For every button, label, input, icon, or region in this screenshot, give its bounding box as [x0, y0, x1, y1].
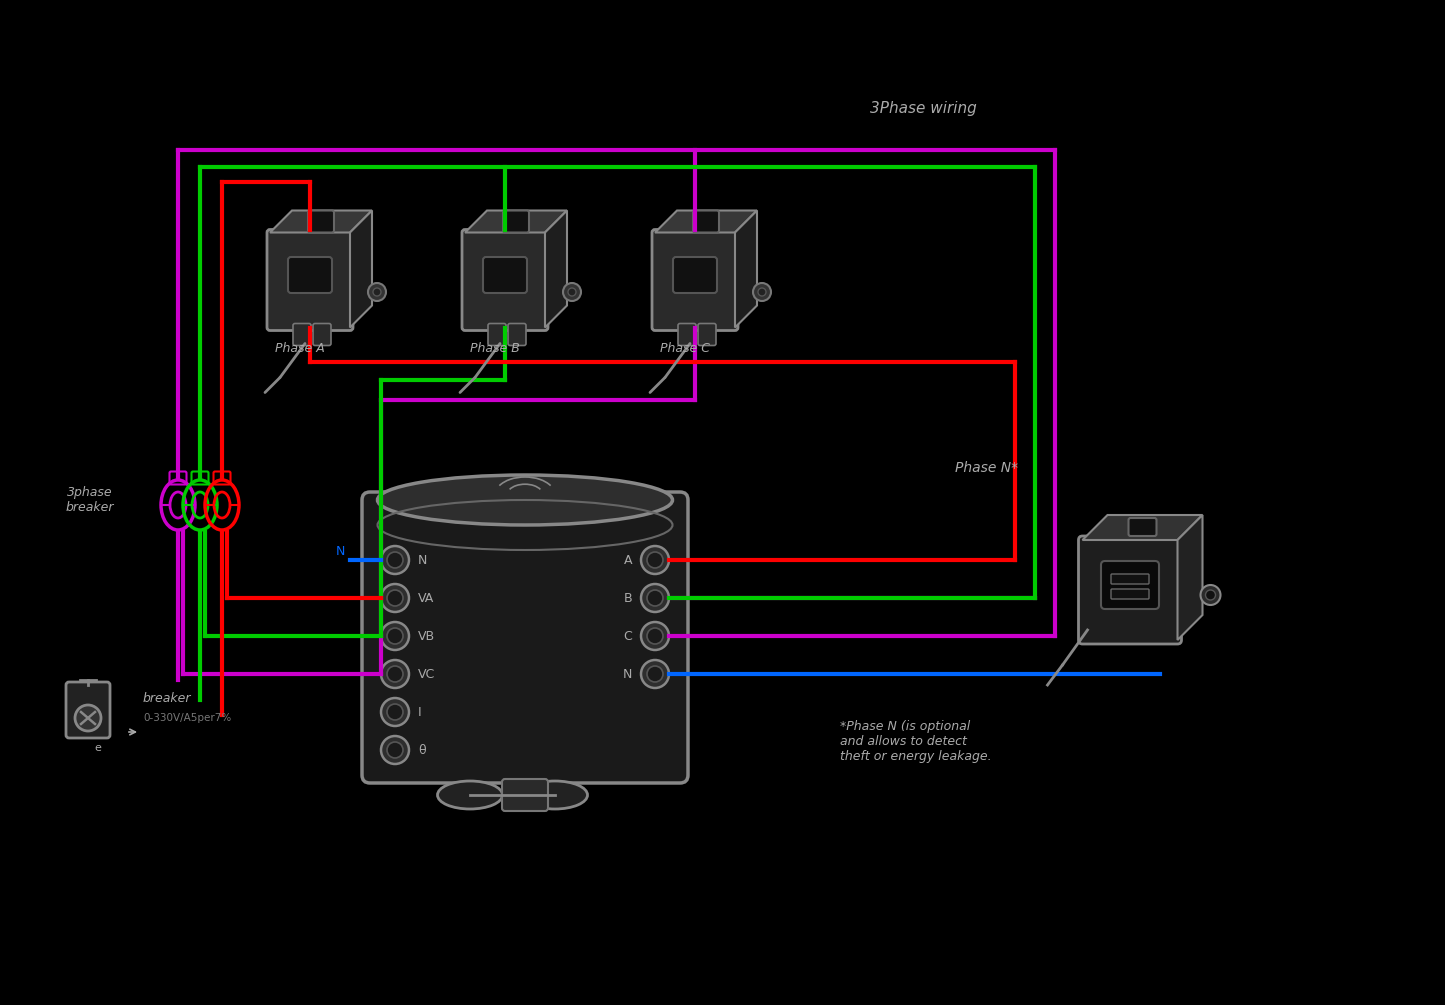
FancyBboxPatch shape	[694, 210, 720, 232]
FancyBboxPatch shape	[1111, 574, 1149, 584]
Circle shape	[647, 628, 663, 644]
FancyBboxPatch shape	[66, 682, 110, 738]
Polygon shape	[1082, 515, 1202, 540]
Circle shape	[373, 288, 381, 296]
Text: C: C	[623, 629, 631, 642]
FancyBboxPatch shape	[1078, 536, 1182, 644]
Ellipse shape	[438, 781, 503, 809]
Polygon shape	[1178, 515, 1202, 640]
Ellipse shape	[377, 475, 672, 525]
Text: Phase N*: Phase N*	[955, 461, 1019, 475]
Circle shape	[568, 288, 577, 296]
Circle shape	[753, 283, 772, 302]
Circle shape	[381, 698, 409, 726]
Circle shape	[647, 666, 663, 682]
Text: N: N	[418, 554, 428, 567]
Text: θ: θ	[418, 744, 426, 757]
FancyBboxPatch shape	[363, 492, 688, 783]
Circle shape	[1201, 585, 1221, 605]
Circle shape	[387, 628, 403, 644]
Text: VA: VA	[418, 592, 435, 604]
Text: I: I	[418, 706, 422, 719]
FancyBboxPatch shape	[509, 324, 526, 346]
Circle shape	[647, 590, 663, 606]
Circle shape	[642, 660, 669, 688]
Circle shape	[381, 546, 409, 574]
Circle shape	[368, 283, 386, 302]
Circle shape	[647, 552, 663, 568]
FancyBboxPatch shape	[462, 229, 548, 331]
FancyBboxPatch shape	[1101, 561, 1159, 609]
Text: *Phase N (is optional
and allows to detect
theft or energy leakage.: *Phase N (is optional and allows to dete…	[840, 720, 991, 763]
Circle shape	[387, 666, 403, 682]
FancyBboxPatch shape	[1129, 518, 1156, 536]
FancyBboxPatch shape	[652, 229, 738, 331]
Text: A: A	[623, 554, 631, 567]
Circle shape	[387, 742, 403, 758]
FancyBboxPatch shape	[1111, 589, 1149, 599]
FancyBboxPatch shape	[288, 257, 332, 293]
Polygon shape	[736, 210, 757, 328]
Text: N: N	[623, 667, 631, 680]
Circle shape	[381, 660, 409, 688]
Text: Phase C: Phase C	[660, 342, 709, 355]
Text: Phase A: Phase A	[275, 342, 325, 355]
Text: B: B	[623, 592, 631, 604]
Ellipse shape	[523, 781, 588, 809]
Circle shape	[381, 622, 409, 650]
Circle shape	[387, 590, 403, 606]
FancyBboxPatch shape	[314, 324, 331, 346]
FancyBboxPatch shape	[501, 779, 548, 811]
Circle shape	[381, 584, 409, 612]
Polygon shape	[350, 210, 371, 328]
Circle shape	[387, 704, 403, 720]
Circle shape	[1205, 590, 1215, 600]
Circle shape	[759, 288, 766, 296]
Text: 3phase
breaker: 3phase breaker	[66, 486, 114, 514]
Circle shape	[642, 546, 669, 574]
Circle shape	[381, 736, 409, 764]
Circle shape	[642, 584, 669, 612]
FancyBboxPatch shape	[698, 324, 717, 346]
FancyBboxPatch shape	[308, 210, 334, 232]
Text: 3Phase wiring: 3Phase wiring	[870, 100, 977, 116]
FancyBboxPatch shape	[503, 210, 529, 232]
Circle shape	[75, 705, 101, 731]
Circle shape	[387, 552, 403, 568]
Text: Phase B: Phase B	[470, 342, 520, 355]
FancyBboxPatch shape	[488, 324, 506, 346]
FancyBboxPatch shape	[678, 324, 696, 346]
Circle shape	[642, 622, 669, 650]
Text: e: e	[94, 743, 101, 753]
Polygon shape	[655, 210, 757, 232]
FancyBboxPatch shape	[267, 229, 353, 331]
FancyBboxPatch shape	[483, 257, 527, 293]
Text: breaker: breaker	[143, 691, 192, 705]
Text: 0-330V/A5per7%: 0-330V/A5per7%	[143, 713, 231, 723]
Circle shape	[564, 283, 581, 302]
Text: VC: VC	[418, 667, 435, 680]
Polygon shape	[270, 210, 371, 232]
Text: N: N	[335, 545, 345, 558]
Polygon shape	[545, 210, 566, 328]
FancyBboxPatch shape	[293, 324, 311, 346]
FancyBboxPatch shape	[673, 257, 717, 293]
Polygon shape	[465, 210, 566, 232]
Text: VB: VB	[418, 629, 435, 642]
